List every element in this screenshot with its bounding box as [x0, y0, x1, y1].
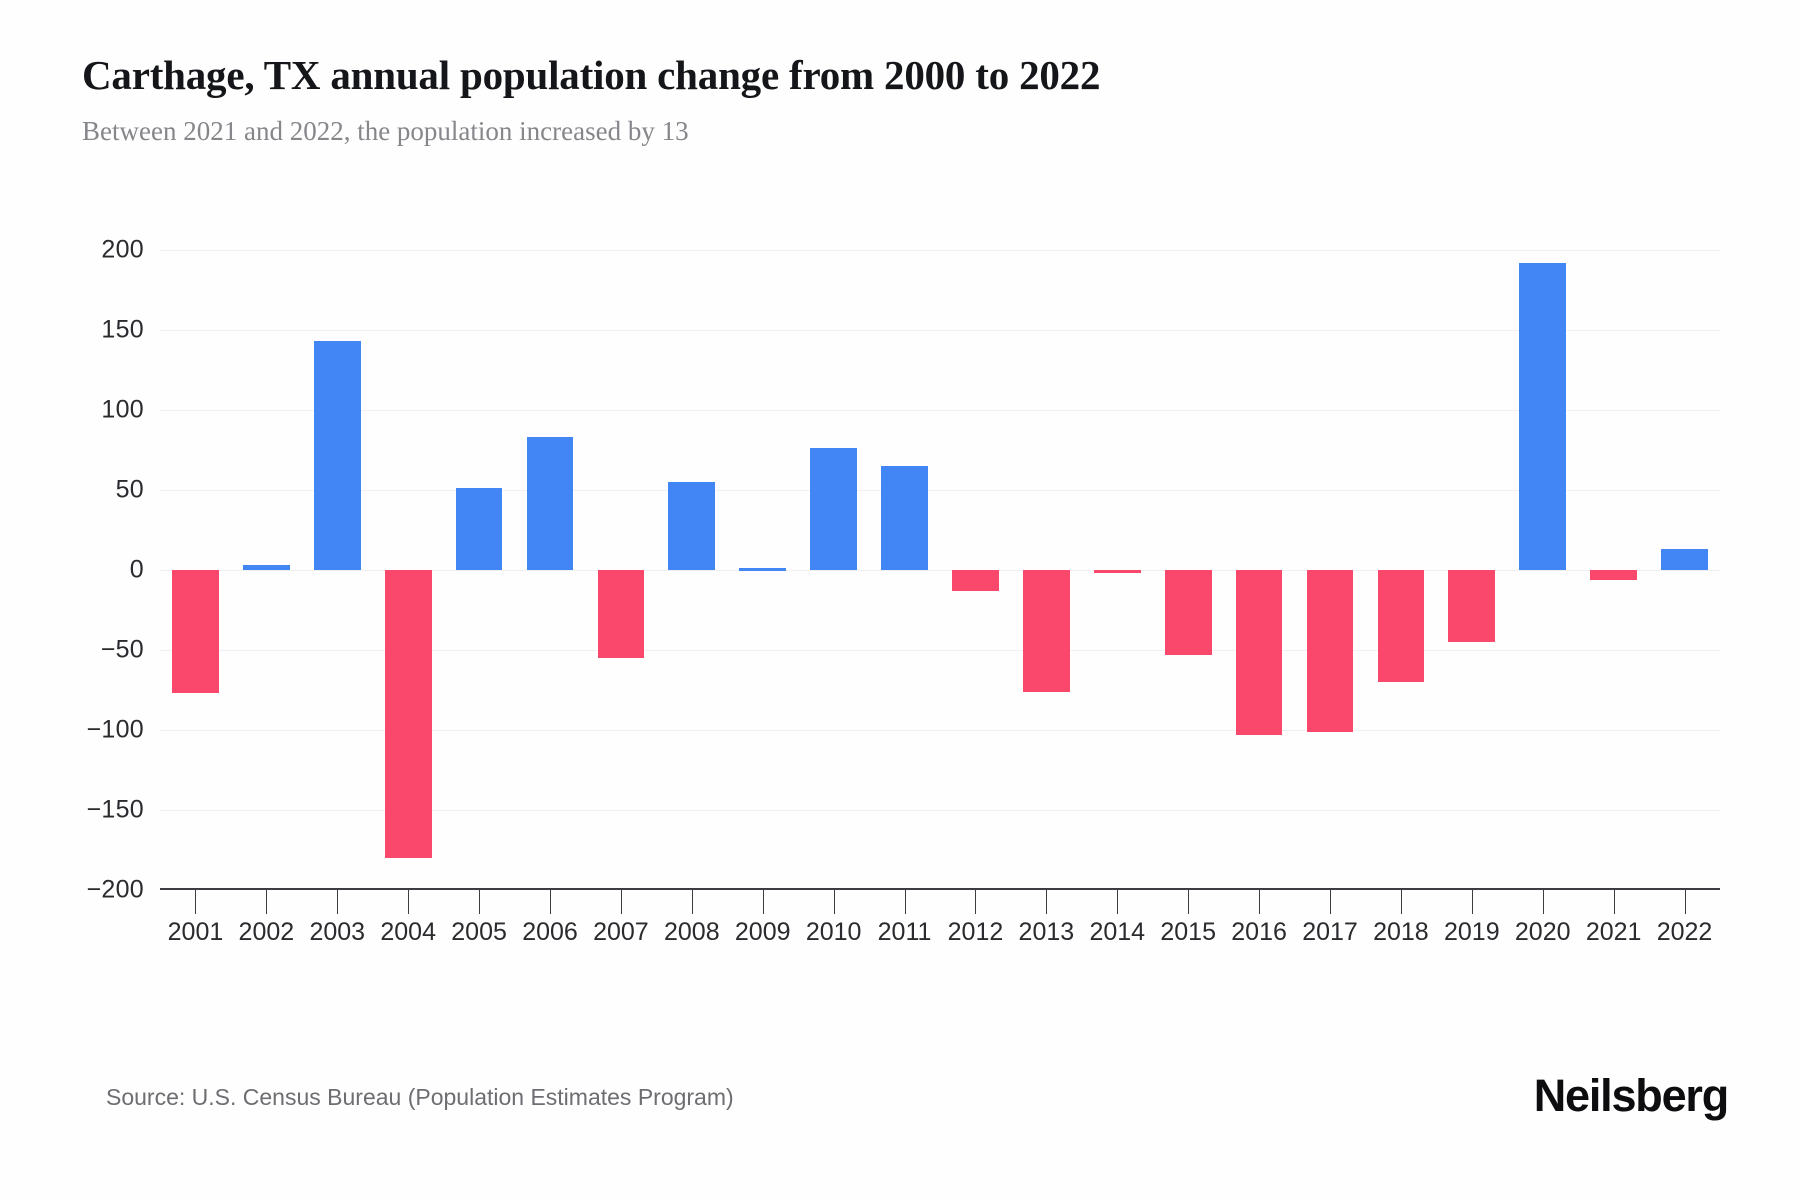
bar-2020[interactable]	[1519, 262, 1567, 570]
x-axis-tick-label: 2017	[1302, 918, 1358, 946]
x-axis-tick-label: 2007	[593, 918, 649, 946]
x-axis-tick	[337, 890, 339, 914]
x-axis-tick	[479, 890, 481, 914]
bar-2022[interactable]	[1661, 549, 1708, 570]
y-axis-tick-label: −100	[86, 715, 144, 744]
x-axis-tick	[1471, 890, 1473, 914]
x-axis-tick-label: 2011	[877, 918, 932, 946]
y-axis-tick-label: 100	[101, 395, 144, 424]
x-axis-tick	[266, 890, 268, 914]
bar-2002[interactable]	[242, 565, 290, 570]
x-axis-tick-label: 2004	[380, 918, 436, 946]
x-axis-tick-label: 2010	[805, 918, 862, 946]
bar-2010[interactable]	[810, 448, 858, 570]
gridline	[160, 490, 1720, 491]
x-axis-tick	[1046, 890, 1048, 914]
x-axis-ticks	[160, 890, 1720, 916]
x-axis-tick-label: 2015	[1160, 918, 1216, 946]
bar-2016[interactable]	[1235, 570, 1283, 735]
x-axis-tick	[195, 890, 197, 914]
y-axis-tick-label: 150	[101, 315, 144, 344]
gridline	[160, 250, 1720, 251]
x-axis-tick-label: 2018	[1373, 918, 1429, 946]
x-axis-tick-label: 2021	[1585, 918, 1642, 946]
x-axis-tick-label: 2016	[1231, 918, 1287, 946]
x-axis-tick	[408, 890, 410, 914]
x-axis-tick-label: 2013	[1018, 918, 1075, 946]
x-axis-tick	[1684, 890, 1686, 914]
x-axis-tick-label: 2001	[167, 918, 224, 946]
bar-2008[interactable]	[668, 482, 716, 570]
bar-2004[interactable]	[384, 570, 432, 858]
gridline	[160, 810, 1720, 811]
zero-gridline	[160, 570, 1720, 571]
x-axis-tick-label: 2002	[238, 918, 295, 946]
x-axis-tick	[904, 890, 906, 914]
y-axis-tick-label: 0	[129, 555, 144, 584]
chart-footer: Source: U.S. Census Bureau (Population E…	[0, 1070, 1800, 1150]
x-axis-tick	[762, 890, 764, 914]
chart-subtitle: Between 2021 and 2022, the population in…	[82, 116, 689, 147]
x-axis-tick-label: 2019	[1444, 918, 1500, 946]
bar-2018[interactable]	[1377, 570, 1425, 682]
x-axis-tick-label: 2005	[451, 918, 507, 946]
bar-2012[interactable]	[952, 570, 999, 591]
bar-2013[interactable]	[1022, 570, 1070, 692]
y-axis-tick-label: 200	[101, 235, 144, 264]
x-axis-tick-label: 2006	[522, 918, 578, 946]
x-axis-line	[160, 888, 1720, 890]
plot-canvas	[160, 250, 1720, 890]
x-axis-labels: 2001 2002 2003 2004 2005 2006 2007 2008 2009 2010…	[160, 918, 1720, 958]
x-axis-tick	[1613, 890, 1615, 914]
y-axis-tick-label: −150	[86, 795, 144, 824]
bar-2011[interactable]	[881, 466, 928, 570]
x-axis-tick	[1330, 890, 1331, 914]
x-axis-tick-label: 2014	[1089, 918, 1146, 946]
bar-2006[interactable]	[526, 437, 574, 570]
gridline	[160, 650, 1720, 651]
x-axis-tick-label: 2003	[309, 918, 366, 946]
y-axis-labels: 200 150 100 50 0 −50 −100 −150 −200	[0, 236, 160, 904]
source-note: Source: U.S. Census Bureau (Population E…	[106, 1084, 734, 1110]
bar-2019[interactable]	[1448, 570, 1496, 642]
bar-2009[interactable]	[739, 568, 787, 572]
bar-2014[interactable]	[1093, 570, 1141, 573]
x-axis-tick	[620, 890, 622, 914]
bar-2017[interactable]	[1306, 570, 1354, 732]
bar-2005[interactable]	[455, 488, 503, 570]
x-axis-tick	[1400, 890, 1402, 914]
x-axis-tick	[1259, 890, 1261, 914]
bar-2007[interactable]	[597, 570, 645, 658]
chart-header: Carthage, TX annual population change fr…	[82, 52, 1722, 148]
x-axis-tick	[1117, 890, 1119, 914]
x-axis-tick	[691, 890, 693, 914]
gridline	[160, 730, 1720, 731]
y-axis-tick-label: −200	[86, 875, 144, 904]
x-axis-tick-label: 2008	[664, 918, 720, 946]
y-axis-tick-label: −50	[100, 635, 144, 664]
page-title: Carthage, TX annual population change fr…	[82, 52, 1101, 98]
x-axis-tick-label: 2009	[734, 918, 791, 946]
x-axis-tick	[833, 890, 835, 914]
gridline	[160, 410, 1720, 411]
x-axis-tick-label: 2012	[947, 918, 1004, 946]
x-axis-tick	[1542, 890, 1544, 914]
x-axis-tick	[975, 890, 977, 914]
brand-logo: Neilsberg	[1533, 1070, 1729, 1121]
bar-2015[interactable]	[1164, 570, 1212, 655]
y-axis-tick-label: 50	[115, 475, 144, 504]
x-axis-tick	[1188, 890, 1190, 914]
plot-area: 200 150 100 50 0 −50 −100 −150 −200 2001 2002 2003…	[0, 236, 1800, 1010]
bar-2001[interactable]	[172, 570, 219, 694]
bar-series	[160, 250, 1720, 890]
bar-2021[interactable]	[1590, 570, 1638, 580]
bar-2003[interactable]	[313, 341, 361, 570]
x-axis-tick-label: 2022	[1656, 918, 1713, 946]
gridline	[160, 330, 1720, 331]
x-axis-tick	[550, 890, 551, 914]
x-axis-tick-label: 2020	[1514, 918, 1571, 946]
